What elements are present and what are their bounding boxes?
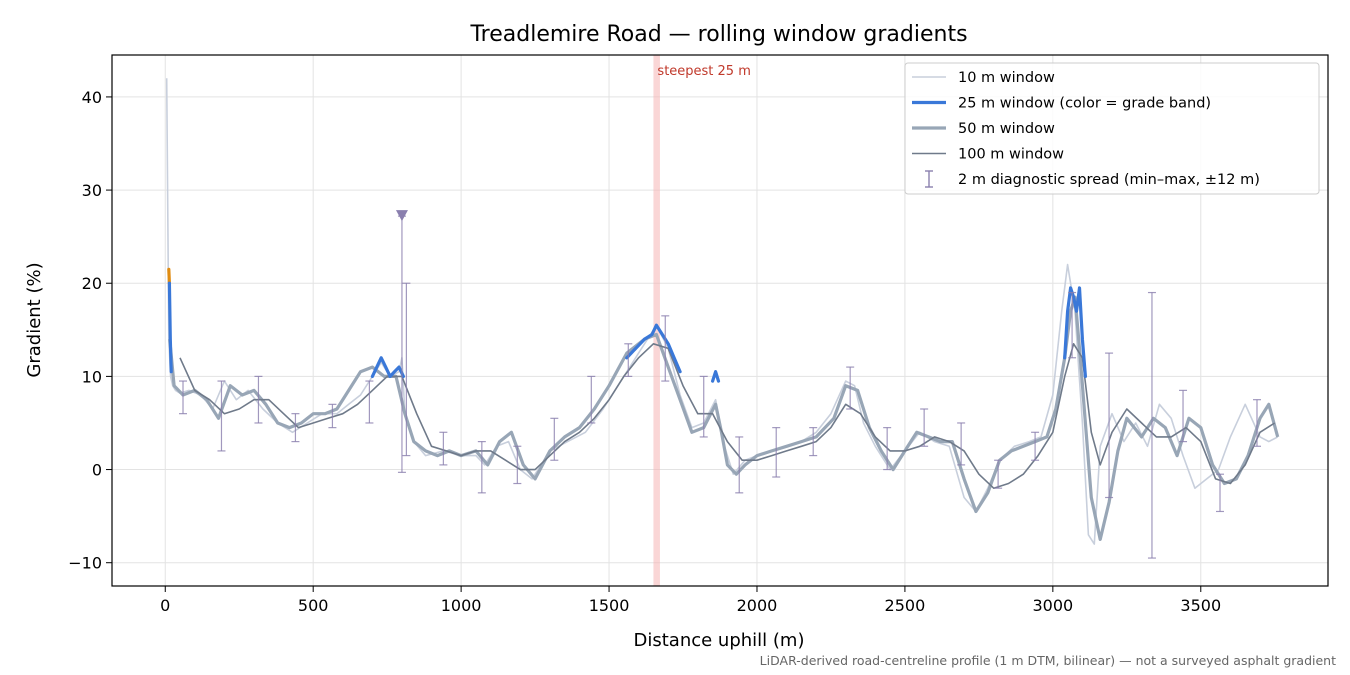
errorbar	[1031, 431, 1040, 461]
errorbar	[920, 408, 929, 447]
errorbar	[179, 380, 188, 415]
errorbar	[735, 436, 744, 494]
x-tick-label: 1500	[589, 596, 630, 615]
y-tick-label: 10	[82, 367, 102, 386]
errorbar	[1252, 399, 1261, 447]
errorbar	[1179, 389, 1188, 443]
x-tick-label: 2500	[885, 596, 926, 615]
series-25m-segment	[167, 267, 171, 285]
errorbar	[365, 380, 374, 424]
errorbar	[1068, 291, 1077, 359]
errorbar	[1216, 473, 1225, 513]
x-tick-label: 500	[298, 596, 329, 615]
y-tick-label: 40	[82, 88, 102, 107]
errorbar	[513, 445, 522, 485]
legend-label: 100 m window	[958, 147, 1064, 163]
errorbar	[699, 375, 708, 438]
errorbar	[883, 427, 892, 471]
errorbar	[254, 375, 263, 424]
errorbar	[809, 427, 818, 457]
errorbar	[1105, 352, 1114, 499]
errorbar	[550, 417, 559, 461]
steepest-band: steepest 25 m	[653, 55, 751, 586]
errorbar	[291, 413, 300, 443]
legend-box	[904, 62, 1320, 195]
footnote: LiDAR-derived road-centreline profile (1…	[760, 653, 1336, 668]
y-tick-label: 0	[92, 461, 102, 480]
y-tick-label: 30	[82, 181, 102, 200]
errorbar	[957, 422, 966, 466]
x-tick-label: 0	[160, 596, 170, 615]
errorbar-layer	[179, 210, 1261, 559]
series-25m-segment	[370, 356, 405, 378]
series-layer	[165, 78, 1280, 545]
errorbar	[477, 441, 486, 494]
x-tick-label: 2000	[737, 596, 778, 615]
errorbar	[587, 375, 596, 424]
errorbar	[846, 366, 855, 410]
axis-ticks: 0 500 1000 1500 2000 2500 3000 3500 −10 0 10 20 30 40	[68, 88, 1221, 615]
errorbar	[439, 431, 448, 466]
errorbar	[661, 315, 670, 382]
legend-label: 10 m window	[958, 70, 1055, 86]
y-tick-label: 20	[82, 274, 102, 293]
series-50m-line	[168, 295, 1280, 542]
steepest-band-rect	[653, 55, 660, 586]
errorbar	[328, 403, 337, 429]
errorbar	[1147, 291, 1156, 559]
errorbar	[397, 215, 406, 473]
errorbar	[217, 380, 226, 452]
legend-label: 25 m window (color = grade band)	[958, 96, 1211, 112]
errorbar	[402, 282, 411, 457]
y-tick-label: −10	[68, 554, 102, 573]
series-100m-line	[179, 342, 1276, 490]
steepest-label: steepest 25 m	[657, 64, 750, 79]
plot-frame	[111, 54, 1329, 587]
x-tick-label: 3000	[1032, 596, 1073, 615]
errorbar	[624, 343, 633, 377]
series-25m-segment	[625, 323, 682, 374]
y-axis-label: Gradient (%)	[24, 262, 45, 377]
errorbar	[994, 459, 1003, 489]
series-25m-segment	[167, 281, 173, 374]
x-axis-label: Distance uphill (m)	[634, 630, 805, 651]
chart-title: Treadlemire Road — rolling window gradie…	[469, 22, 967, 47]
peak-marker	[395, 210, 408, 222]
legend: 10 m window 25 m window (color = grade ba…	[904, 62, 1320, 195]
series-25m-segment	[1063, 286, 1088, 378]
x-tick-label: 3500	[1180, 596, 1221, 615]
legend-label: 50 m window	[958, 121, 1055, 137]
legend-label: 2 m diagnostic spread (min–max, ±12 m)	[958, 172, 1260, 188]
x-tick-label: 1000	[441, 596, 482, 615]
errorbar	[772, 427, 781, 478]
series-25m-segment	[710, 370, 721, 383]
